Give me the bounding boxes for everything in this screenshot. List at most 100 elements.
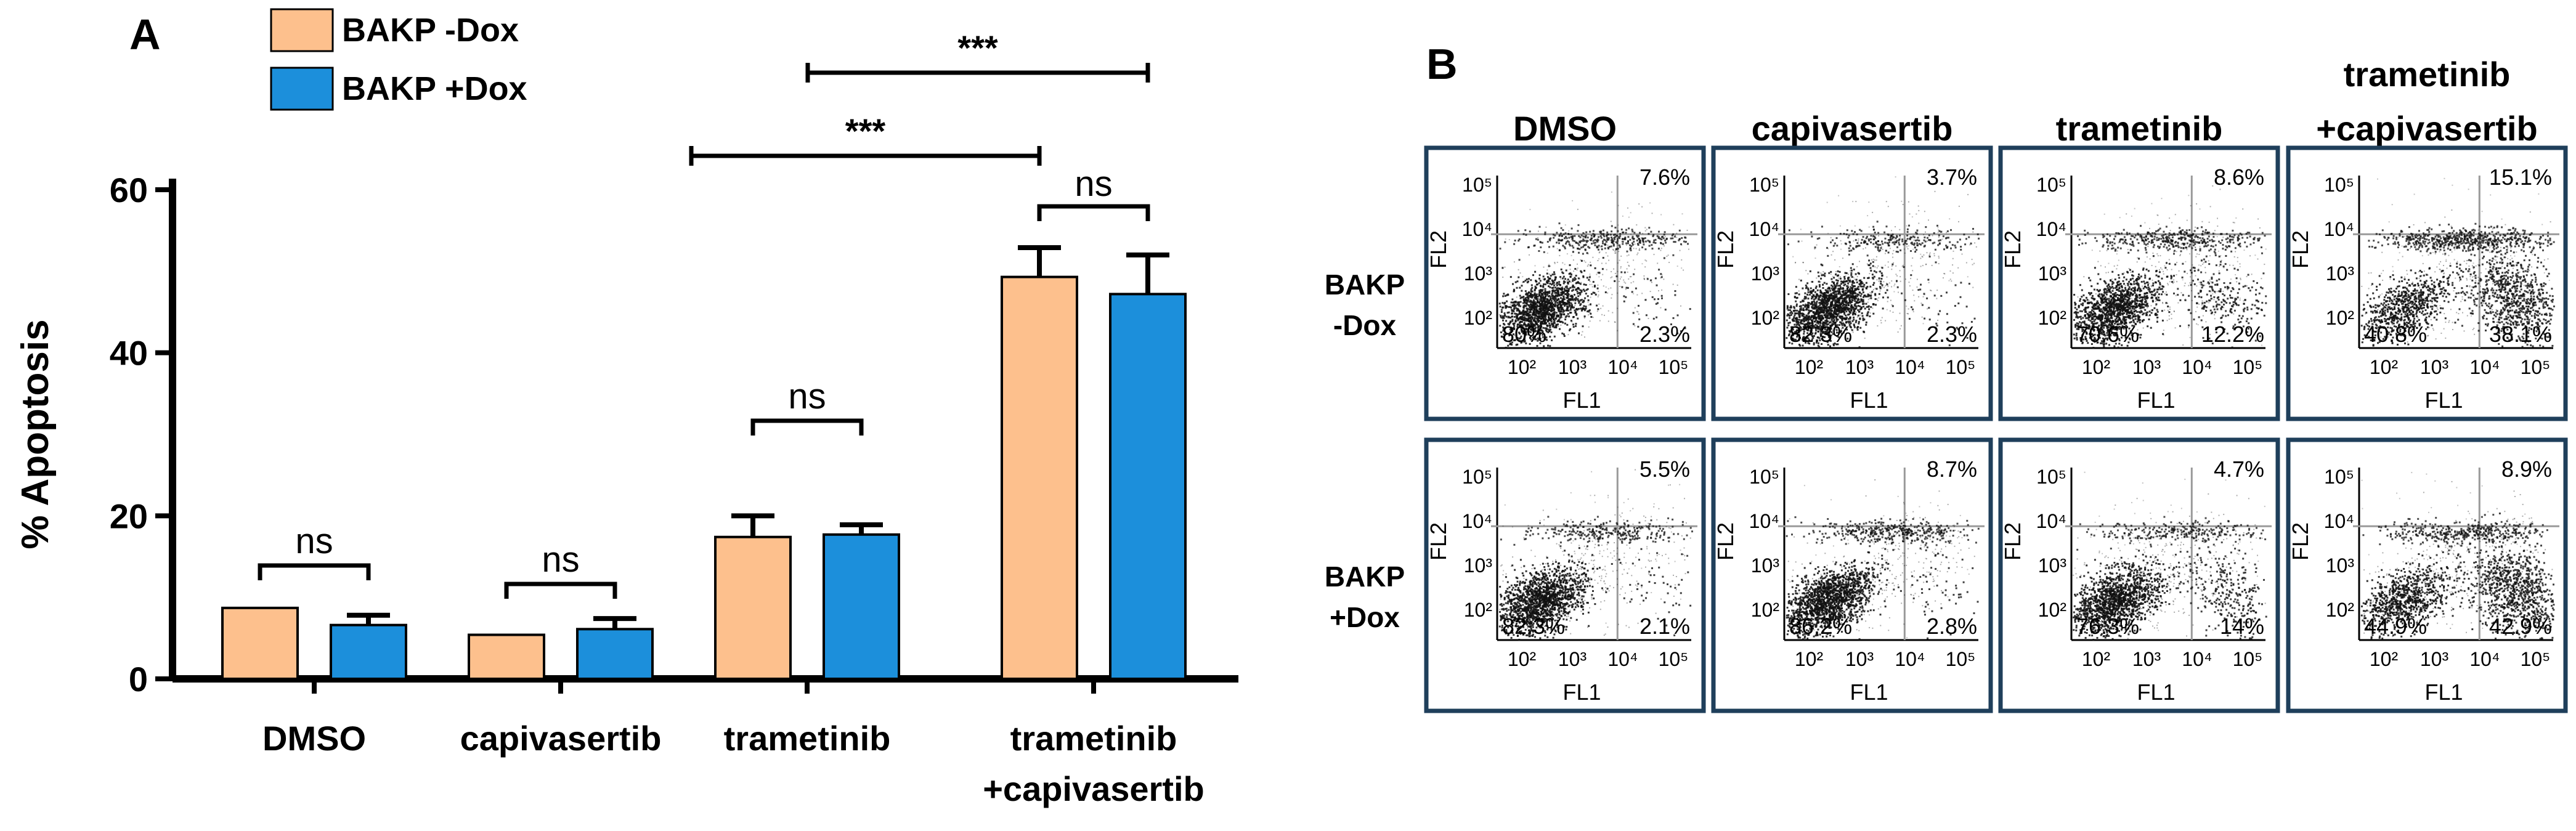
fl2-axis-label: FL2: [1713, 522, 1738, 561]
quadrant-pct-bottom-left: 44.9%: [2364, 614, 2427, 639]
quadrant-pct-bottom-right: 2.3%: [1639, 322, 1690, 347]
quadrant-pct-top-right: 5.5%: [1639, 456, 1690, 482]
fl2-axis-label: FL2: [1426, 522, 1451, 561]
flow-plot: 10² 10³ 10⁴ 10⁵ 10² 10³ 10⁴ 10⁵ FL1 FL2 15.1% 40.8%…: [2286, 145, 2568, 421]
row-label: +Dox: [1330, 601, 1400, 633]
category-label: +capivasertib: [983, 769, 1205, 808]
quadrant-pct-top-right: 4.7%: [2214, 456, 2264, 482]
bar: [1109, 293, 1187, 680]
flow-plot: 10² 10³ 10⁴ 10⁵ 10² 10³ 10⁴ 10⁵ FL1 FL2 4.7% 76.3% 1…: [1998, 437, 2280, 713]
fl1-tick-label: 10³: [2420, 648, 2449, 670]
quadrant-pct-bottom-right: 2.8%: [1927, 614, 1977, 639]
quadrant-pct-top-right: 7.6%: [1639, 164, 1690, 190]
column-header: trametinib: [2056, 109, 2223, 148]
fl2-axis-label: FL2: [2000, 522, 2025, 561]
bar: [330, 623, 407, 680]
fl1-tick-label: 10³: [1845, 648, 1874, 670]
fl2-tick-label: 10²: [2038, 307, 2067, 329]
fl1-axis-label: FL1: [2424, 387, 2463, 413]
fl1-tick-label: 10²: [2082, 648, 2111, 670]
flow-plot-frame: [2286, 145, 2568, 421]
fl2-tick-label: 10³: [1751, 262, 1780, 285]
panel-label-a: A: [129, 10, 161, 59]
y-axis-label: % Apoptosis: [14, 319, 57, 549]
fl2-axis-label: FL2: [2000, 230, 2025, 269]
fl2-tick-label: 10²: [1464, 599, 1493, 621]
quadrant-pct-bottom-left: 82.3%: [1789, 322, 1852, 347]
legend-label: BAKP +Dox: [342, 70, 527, 107]
fl1-tick-label: 10²: [1508, 356, 1537, 378]
quadrant-pct-bottom-right: 2.3%: [1927, 322, 1977, 347]
fl1-axis-label: FL1: [1850, 387, 1888, 413]
fl2-tick-label: 10³: [1751, 554, 1780, 577]
dot-cloud: [2073, 471, 2267, 641]
dot-cloud: [2073, 185, 2267, 349]
quadrant-pct-bottom-right: 2.1%: [1639, 614, 1690, 639]
flow-plot: 10² 10³ 10⁴ 10⁵ 10² 10³ 10⁴ 10⁵ FL1 FL2 5.5% 82.3% 2…: [1424, 437, 1706, 713]
fl1-axis-label: FL1: [1562, 679, 1601, 705]
quadrant-pct-bottom-left: 76.3%: [2076, 614, 2139, 639]
fl2-tick-label: 10²: [1751, 599, 1780, 621]
category-label: capivasertib: [460, 719, 662, 758]
fl2-tick-label: 10²: [2326, 599, 2355, 621]
quadrant-pct-bottom-left: 86.2%: [1789, 614, 1852, 639]
fl2-tick-label: 10⁵: [2324, 466, 2354, 488]
row-label: -Dox: [1333, 309, 1397, 341]
quadrant-pct-bottom-right: 12.2%: [2201, 322, 2264, 347]
fl1-tick-label: 10⁵: [1659, 356, 1689, 378]
fl1-tick-label: 10⁵: [2233, 356, 2263, 378]
fl1-tick-label: 10³: [2132, 648, 2161, 670]
quadrant-pct-top-right: 8.9%: [2501, 456, 2552, 482]
fl1-tick-label: 10⁵: [2521, 648, 2551, 670]
dot-cloud: [2360, 472, 2555, 641]
quadrant-pct-top-right: 15.1%: [2489, 164, 2552, 190]
column-header: +capivasertib: [2316, 109, 2538, 148]
quadrant-pct-bottom-left: 40.8%: [2364, 322, 2427, 347]
fl1-tick-label: 10⁵: [2233, 648, 2263, 670]
legend-label: BAKP -Dox: [342, 12, 519, 49]
bar: [221, 606, 299, 680]
fl1-tick-label: 10⁵: [2521, 356, 2551, 378]
fl1-tick-label: 10⁴: [1895, 356, 1925, 378]
fl1-tick-label: 10³: [1845, 356, 1874, 378]
flow-plot: 10² 10³ 10⁴ 10⁵ 10² 10³ 10⁴ 10⁵ FL1 FL2 3.7% 82.3% 2…: [1711, 145, 1993, 421]
flow-plot-frame: [1424, 145, 1706, 421]
fl2-tick-label: 10⁵: [2036, 174, 2066, 196]
fl1-tick-label: 10³: [1558, 356, 1587, 378]
panel-label-b: B: [1426, 40, 1458, 88]
bar: [714, 535, 792, 680]
significance-label: ns: [1075, 164, 1112, 204]
y-tick-label: 20: [110, 497, 148, 535]
fl1-tick-label: 10²: [1795, 648, 1824, 670]
row-label: BAKP: [1325, 269, 1405, 301]
fl2-tick-label: 10³: [1464, 262, 1493, 285]
fl2-tick-label: 10⁵: [2036, 466, 2066, 488]
fl1-tick-label: 10³: [1558, 648, 1587, 670]
y-tick-label: 0: [129, 660, 148, 699]
fl1-tick-label: 10⁴: [2182, 648, 2212, 670]
fl1-axis-label: FL1: [2137, 679, 2175, 705]
category-label: trametinib: [724, 719, 891, 758]
column-header: trametinib: [2344, 55, 2511, 94]
fl1-tick-label: 10²: [1508, 648, 1537, 670]
dot-cloud: [1498, 191, 1691, 349]
fl2-tick-label: 10²: [2038, 599, 2067, 621]
fl1-tick-label: 10⁴: [2182, 356, 2212, 378]
fl1-tick-label: 10⁴: [1607, 356, 1638, 378]
flow-plot: 10² 10³ 10⁴ 10⁵ 10² 10³ 10⁴ 10⁵ FL1 FL2 7.6% 80% 2.3…: [1424, 145, 1706, 421]
fl1-tick-label: 10³: [2420, 356, 2449, 378]
fl1-tick-label: 10³: [2132, 356, 2161, 378]
fl1-tick-label: 10⁴: [2469, 648, 2500, 670]
bar: [1001, 275, 1078, 680]
fl2-tick-label: 10⁵: [1749, 174, 1779, 196]
row-label: BAKP: [1325, 561, 1405, 593]
category-label: trametinib: [1010, 719, 1177, 758]
significance-bracket: [258, 563, 371, 580]
fl2-axis-label: FL2: [2288, 522, 2313, 561]
fl1-tick-label: 10⁴: [1607, 648, 1638, 670]
quadrant-pct-top-right: 8.6%: [2214, 164, 2264, 190]
quadrant-pct-bottom-left: 80%: [1502, 322, 1546, 347]
significance-label: ***: [845, 111, 886, 150]
fl2-tick-label: 10⁴: [1462, 218, 1492, 240]
